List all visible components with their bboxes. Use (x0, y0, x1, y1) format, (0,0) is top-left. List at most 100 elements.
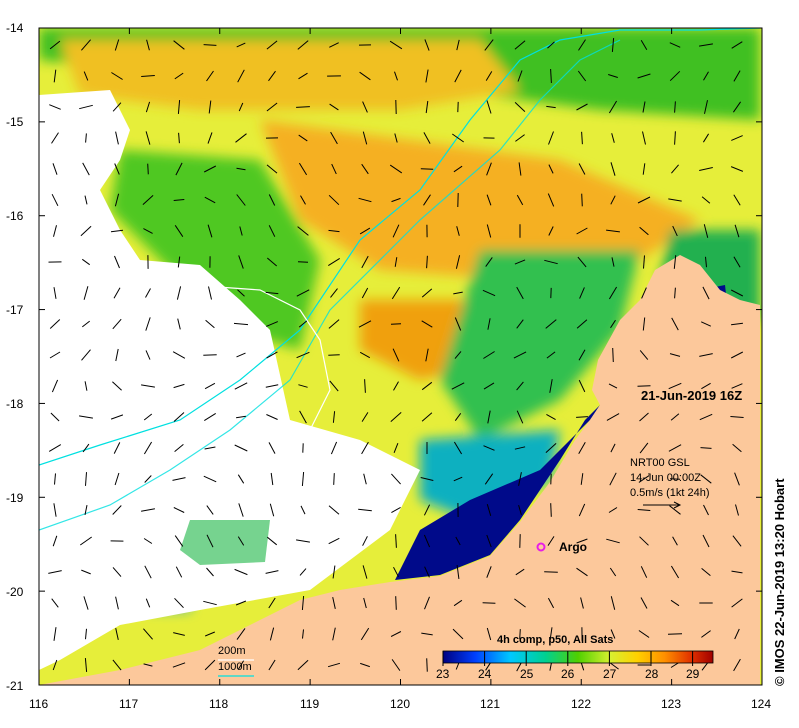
current-arrow (204, 412, 216, 422)
current-arrow (392, 348, 400, 362)
current-arrow (268, 70, 276, 82)
current-arrow (175, 566, 183, 578)
current-arrow (394, 257, 398, 267)
current-arrow (454, 69, 462, 83)
current-arrow (114, 193, 120, 207)
current-arrow (175, 162, 183, 176)
current-arrow (85, 472, 87, 486)
current-arrow (576, 227, 588, 235)
current-arrow (114, 255, 120, 269)
current-arrow (672, 536, 678, 546)
current-arrow (110, 414, 124, 420)
current-arrow (578, 503, 586, 517)
current-arrow (638, 475, 650, 483)
current-arrow (548, 164, 554, 174)
current-arrow (516, 410, 524, 424)
colorbar-tick-label: 28 (645, 667, 659, 681)
current-arrow (205, 631, 215, 637)
current-arrow (114, 39, 120, 51)
current-arrow (514, 598, 526, 608)
current-arrow (394, 71, 398, 81)
current-arrow (82, 443, 90, 453)
current-arrow (639, 536, 649, 546)
current-arrow (143, 663, 153, 667)
lat-label: -20 (6, 585, 24, 599)
current-arrow (483, 351, 495, 359)
current-arrow (327, 662, 341, 668)
lon-label: 121 (480, 697, 501, 711)
current-arrow (147, 163, 149, 175)
current-arrow (268, 659, 276, 671)
current-arrow (670, 413, 680, 421)
current-arrow (577, 70, 587, 82)
current-arrow (610, 596, 616, 610)
current-arrow (143, 413, 153, 421)
current-arrow (668, 382, 682, 390)
current-arrow (610, 443, 616, 453)
current-arrow (576, 538, 588, 544)
current-arrow (333, 473, 335, 485)
current-arrow (486, 504, 492, 516)
current-arrow (173, 412, 185, 422)
current-arrow (112, 567, 122, 577)
current-arrow (608, 286, 618, 300)
current-arrow (298, 162, 308, 176)
lon-label: 116 (29, 697, 49, 711)
current-arrow (297, 659, 309, 671)
current-arrow (579, 287, 585, 299)
current-arrow (233, 322, 249, 326)
current-arrow (51, 193, 59, 207)
current-arrow (451, 382, 465, 390)
current-arrow (268, 442, 276, 454)
colorbar (442, 650, 714, 664)
current-arrow (548, 131, 554, 145)
colorbar-tick-label: 26 (561, 667, 575, 681)
current-arrow (235, 600, 247, 606)
current-arrow (487, 318, 491, 330)
current-arrow (239, 226, 243, 236)
axis-ticks (38, 27, 763, 686)
current-arrow (204, 446, 216, 450)
current-arrow (731, 598, 743, 608)
current-arrow (265, 384, 279, 388)
current-arrow (487, 410, 491, 424)
current-arrow (332, 411, 336, 423)
current-arrow (581, 193, 583, 207)
current-arrow (733, 658, 741, 672)
current-arrow (234, 568, 248, 576)
current-arrow (456, 565, 460, 579)
colorbar-title: 4h comp, p50, All Sats (497, 634, 614, 646)
current-arrow (330, 288, 338, 298)
argo-marker (536, 542, 546, 552)
current-arrow (516, 381, 524, 391)
current-arrow (300, 195, 306, 205)
current-arrow (732, 101, 742, 113)
current-arrow (361, 287, 369, 299)
current-arrow (113, 287, 121, 299)
current-arrow (236, 42, 246, 48)
current-arrow (298, 320, 308, 328)
current-arrow (483, 445, 495, 451)
current-arrow (731, 41, 743, 49)
current-arrow (110, 229, 124, 233)
current-arrow (208, 286, 212, 300)
current-arrow (203, 600, 217, 606)
current-arrow (265, 291, 279, 295)
current-arrow (269, 503, 275, 517)
current-arrow (699, 167, 713, 171)
current-arrow (145, 101, 151, 113)
current-arrow (84, 505, 88, 516)
current-arrow (296, 351, 310, 359)
current-arrow (669, 353, 681, 357)
current-arrow (85, 133, 87, 143)
current-arrow (734, 628, 740, 640)
current-arrow (266, 536, 278, 546)
current-arrow (454, 317, 462, 331)
current-arrow (519, 629, 521, 639)
current-arrow (701, 382, 711, 390)
current-arrow (548, 226, 554, 236)
current-arrow (269, 627, 275, 641)
current-arrow (671, 164, 679, 174)
current-arrow (84, 658, 88, 672)
current-arrow (550, 503, 552, 517)
